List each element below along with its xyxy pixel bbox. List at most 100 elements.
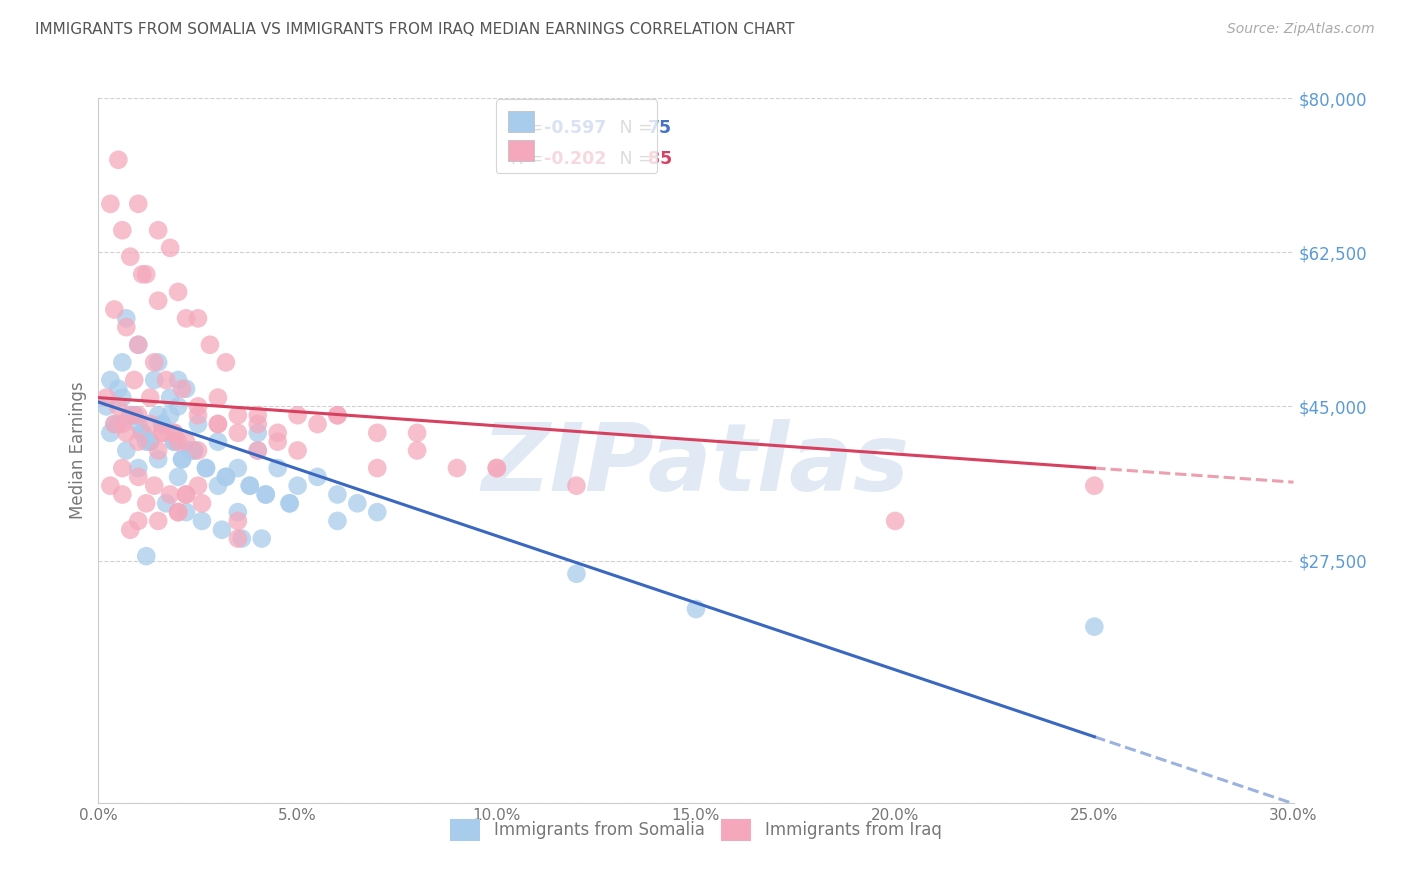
Legend: Immigrants from Somalia, Immigrants from Iraq: Immigrants from Somalia, Immigrants from… (444, 813, 948, 847)
Point (172, 382, 194, 396)
Point (307, 470, 329, 484)
Point (287, 409, 309, 423)
Point (215, 355, 238, 369)
Point (239, 478, 262, 492)
Point (150, 425, 173, 440)
Point (366, 505, 388, 519)
Point (127, 434, 149, 449)
Point (246, 443, 269, 458)
Point (231, 532, 253, 546)
Point (187, 311, 209, 326)
Point (278, 496, 301, 510)
Point (111, 223, 134, 237)
Point (159, 409, 181, 423)
Point (246, 417, 269, 431)
Point (406, 425, 429, 440)
Point (195, 461, 218, 475)
Point (485, 461, 508, 475)
Point (226, 505, 249, 519)
Point (215, 470, 238, 484)
Point (246, 443, 269, 458)
Point (239, 478, 262, 492)
Point (115, 320, 138, 334)
Point (155, 496, 177, 510)
Point (172, 452, 194, 467)
Point (366, 425, 388, 440)
Point (115, 443, 138, 458)
Point (174, 311, 197, 326)
Point (183, 443, 205, 458)
Point (124, 373, 146, 387)
Point (135, 496, 157, 510)
Point (167, 505, 190, 519)
Point (120, 409, 142, 423)
Point (183, 443, 205, 458)
Point (278, 496, 301, 510)
Point (1083, 619, 1105, 633)
Point (326, 514, 349, 528)
Point (150, 425, 173, 440)
Point (115, 311, 138, 326)
Point (366, 461, 388, 475)
Point (211, 523, 233, 537)
Point (96, 400, 118, 414)
Point (127, 461, 149, 475)
Point (98, 197, 122, 211)
Point (139, 434, 162, 449)
Text: ZIPatlas: ZIPatlas (482, 418, 910, 510)
Point (246, 425, 269, 440)
Text: R =: R = (510, 151, 548, 169)
Point (191, 514, 214, 528)
Point (485, 461, 508, 475)
Point (174, 487, 197, 501)
Point (174, 487, 197, 501)
Point (167, 434, 190, 449)
Point (250, 532, 273, 546)
Point (187, 400, 209, 414)
Point (207, 417, 229, 431)
Point (120, 250, 142, 264)
Point (150, 417, 173, 431)
Point (207, 478, 229, 492)
Point (187, 409, 209, 423)
Point (148, 443, 170, 458)
Point (226, 409, 249, 423)
Point (167, 373, 190, 387)
Point (226, 514, 249, 528)
Point (135, 268, 157, 282)
Point (103, 417, 125, 431)
Point (107, 417, 129, 431)
Point (127, 197, 149, 211)
Point (135, 549, 157, 564)
Point (124, 409, 146, 423)
Point (127, 417, 149, 431)
Text: IMMIGRANTS FROM SOMALIA VS IMMIGRANTS FROM IRAQ MEDIAN EARNINGS CORRELATION CHAR: IMMIGRANTS FROM SOMALIA VS IMMIGRANTS FR… (35, 22, 794, 37)
Point (565, 566, 588, 581)
Point (187, 417, 209, 431)
Point (406, 443, 429, 458)
Point (287, 478, 309, 492)
Point (120, 523, 142, 537)
Point (148, 409, 170, 423)
Point (167, 400, 190, 414)
Text: R =: R = (510, 119, 548, 136)
Point (174, 434, 197, 449)
Point (135, 434, 157, 449)
Point (446, 461, 468, 475)
Point (207, 391, 229, 405)
Point (215, 470, 238, 484)
Point (191, 496, 214, 510)
Point (127, 338, 149, 352)
Point (148, 223, 170, 237)
Point (127, 514, 149, 528)
Point (685, 602, 707, 616)
Point (98, 478, 122, 492)
Point (159, 391, 181, 405)
Point (1083, 478, 1105, 492)
Point (326, 487, 349, 501)
Point (131, 425, 153, 440)
Point (267, 434, 290, 449)
Point (159, 241, 181, 255)
Point (346, 496, 368, 510)
Point (111, 355, 134, 369)
